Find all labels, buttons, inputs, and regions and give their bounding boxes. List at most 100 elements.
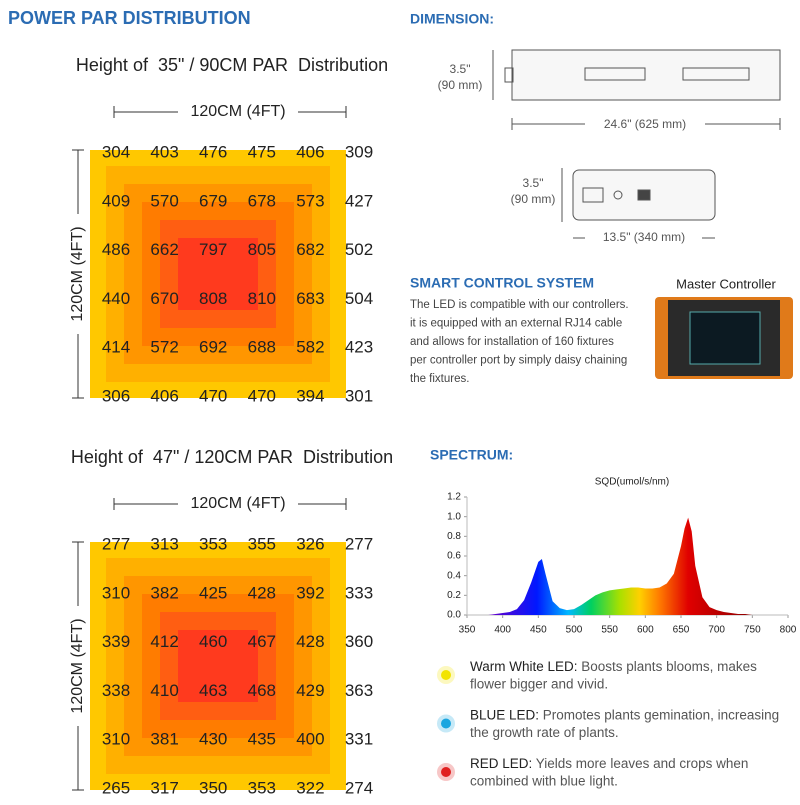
paragraph-line: it is equipped with an external RJ14 cab… xyxy=(410,318,622,330)
x-tick-label: 600 xyxy=(637,625,654,636)
par-value: 277 xyxy=(102,534,130,553)
fixture-side-drawing xyxy=(492,49,781,130)
par-value: 572 xyxy=(150,338,178,357)
x-tick-label: 450 xyxy=(530,625,547,636)
par-value: 460 xyxy=(199,632,227,651)
dimension-text: 24.6" (625 mm) xyxy=(604,117,686,131)
dimension-text: (90 mm) xyxy=(438,78,483,92)
x-tick-label: 350 xyxy=(459,625,476,636)
y-tick-label: 0.0 xyxy=(447,610,461,621)
par-value: 810 xyxy=(248,289,276,308)
par-value: 274 xyxy=(345,778,373,797)
par-value: 322 xyxy=(296,778,324,797)
par-value: 688 xyxy=(248,338,276,357)
par-value: 808 xyxy=(199,289,227,308)
width-label: 120CM (4FT) xyxy=(190,495,285,512)
page-title: POWER PAR DISTRIBUTION xyxy=(8,8,251,28)
par-value: 683 xyxy=(296,289,324,308)
par-value: 573 xyxy=(296,191,324,210)
par-value: 440 xyxy=(102,289,130,308)
legend-text: combined with blue light. xyxy=(470,774,618,789)
par-value: 470 xyxy=(199,386,227,405)
par-value: 339 xyxy=(102,632,130,651)
par-value: 313 xyxy=(150,534,178,553)
par-value: 692 xyxy=(199,338,227,357)
paragraph-line: the fixtures. xyxy=(410,373,469,385)
par-value: 428 xyxy=(248,583,276,602)
par-value: 331 xyxy=(345,730,373,749)
depth-label: 120CM (4FT) xyxy=(69,226,86,321)
x-tick-label: 400 xyxy=(494,625,511,636)
legend-text: flower bigger and vivid. xyxy=(470,677,608,692)
par-value: 310 xyxy=(102,583,130,602)
controller-drawing xyxy=(655,297,793,379)
legend-text: the growth rate of plants. xyxy=(470,725,619,740)
par-value: 678 xyxy=(248,191,276,210)
par-value: 428 xyxy=(296,632,324,651)
legend-text: RED LED: Yields more leaves and crops wh… xyxy=(470,756,748,771)
par-value: 468 xyxy=(248,681,276,700)
par-value: 363 xyxy=(345,681,373,700)
par-ring xyxy=(178,630,258,702)
dimension-text: 13.5" (340 mm) xyxy=(603,230,685,244)
par-value: 470 xyxy=(248,386,276,405)
par-value: 403 xyxy=(150,142,178,161)
par-value: 317 xyxy=(150,778,178,797)
legend-description: Promotes plants gemination, increasing xyxy=(539,707,779,722)
legend-label: Warm White LED: xyxy=(470,659,578,674)
legend-text: BLUE LED: Promotes plants gemination, in… xyxy=(470,707,779,722)
par-value: 400 xyxy=(296,730,324,749)
par-value: 381 xyxy=(150,730,178,749)
depth-label: 120CM (4FT) xyxy=(69,618,86,713)
y-tick-label: 1.2 xyxy=(447,492,461,503)
par-value: 410 xyxy=(150,681,178,700)
par-value: 805 xyxy=(248,240,276,259)
section-title: SPECTRUM: xyxy=(430,447,513,463)
par-value: 429 xyxy=(296,681,324,700)
par-value: 467 xyxy=(248,632,276,651)
y-tick-label: 0.6 xyxy=(447,551,461,562)
paragraph-line: The LED is compatible with our controlle… xyxy=(410,299,629,311)
par-value: 353 xyxy=(199,534,227,553)
legend-label: BLUE LED: xyxy=(470,707,539,722)
y-tick-label: 0.4 xyxy=(447,570,461,581)
par-value: 309 xyxy=(345,142,373,161)
par-value: 310 xyxy=(102,730,130,749)
x-tick-label: 700 xyxy=(708,625,725,636)
x-tick-label: 550 xyxy=(601,625,618,636)
par-value: 350 xyxy=(199,778,227,797)
par-value: 435 xyxy=(248,730,276,749)
par-value: 502 xyxy=(345,240,373,259)
par-value: 662 xyxy=(150,240,178,259)
par-value: 409 xyxy=(102,191,130,210)
legend-dot xyxy=(441,767,451,777)
section-title: SMART CONTROL SYSTEM xyxy=(410,275,594,291)
par-value: 406 xyxy=(296,142,324,161)
par-value: 570 xyxy=(150,191,178,210)
paragraph-line: per controller port by simply daisy chai… xyxy=(410,355,627,367)
par-value: 682 xyxy=(296,240,324,259)
par-ring xyxy=(178,238,258,310)
legend-description: Yields more leaves and crops when xyxy=(532,756,748,771)
legend-description: Boosts plants blooms, makes xyxy=(578,659,758,674)
par-value: 476 xyxy=(199,142,227,161)
device-label: Master Controller xyxy=(676,276,776,291)
par-value: 326 xyxy=(296,534,324,553)
par-value: 392 xyxy=(296,583,324,602)
legend-dot xyxy=(441,718,451,729)
par-value: 265 xyxy=(102,778,130,797)
map-heading: Height of 35" / 90CM PAR Distribution xyxy=(76,55,388,75)
par-value: 425 xyxy=(199,583,227,602)
par-value: 797 xyxy=(199,240,227,259)
par-value: 412 xyxy=(150,632,178,651)
par-value: 360 xyxy=(345,632,373,651)
par-value: 504 xyxy=(345,289,373,308)
par-value: 304 xyxy=(102,142,130,161)
width-label: 120CM (4FT) xyxy=(190,103,285,120)
x-tick-label: 500 xyxy=(566,625,583,636)
y-tick-label: 0.2 xyxy=(447,590,461,601)
x-tick-label: 750 xyxy=(744,625,761,636)
chart-title: SQD(umol/s/nm) xyxy=(595,477,669,488)
